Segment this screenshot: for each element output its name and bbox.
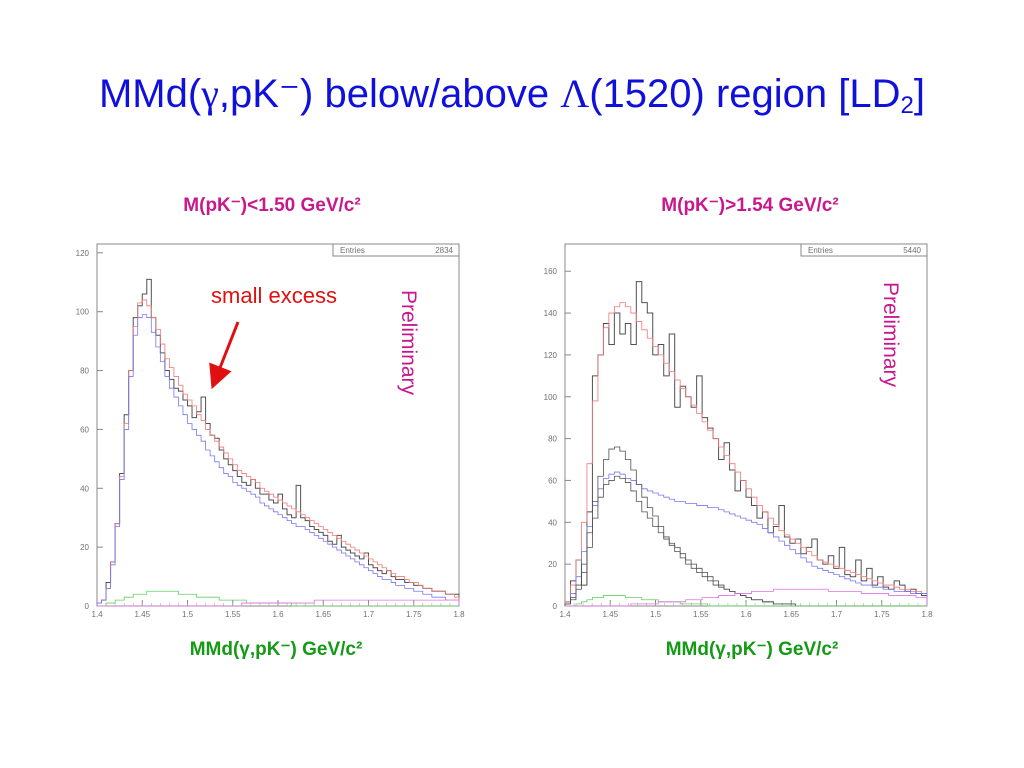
x-tick-label-2: 1.5	[182, 610, 194, 619]
x-tick-label-4: 1.6	[272, 610, 284, 619]
chart-right-stats-box	[800, 243, 928, 257]
slide-title-lambda: Λ	[560, 71, 590, 116]
chart-right: M(pK⁻)>1.54 GeV/c² 1.4 1.45 1.5 1.55 1.6 1.65…	[544, 195, 933, 660]
x-tick-label-8: 1.8	[453, 610, 465, 619]
x-tick-label-3: 1.55	[225, 610, 241, 619]
chart-right-axes: 1.4 1.45 1.5 1.55 1.6 1.65 1.7 1.75 1.8 0 20 40 60 80…	[544, 267, 933, 619]
x-tick-label-2: 1.5	[650, 610, 662, 619]
annotation-small-excess: small excess	[211, 283, 337, 308]
chart-left-watermark: Preliminary	[397, 290, 420, 396]
chart-left-xlabel: MMd(γ,pK⁻) GeV/c²	[190, 639, 363, 660]
series-model-2	[96, 314, 460, 606]
x-tick-label-5: 1.65	[783, 610, 799, 619]
x-tick-label-4: 1.6	[740, 610, 752, 619]
y-tick-label-5: 100	[76, 308, 90, 317]
y-tick-label-4: 80	[548, 435, 557, 444]
x-tick-label-5: 1.65	[315, 610, 331, 619]
x-tick-label-6: 1.7	[363, 610, 375, 619]
x-tick-label-0: 1.4	[559, 610, 571, 619]
series-model-1	[564, 302, 928, 606]
series-model-2	[564, 471, 928, 606]
y-tick-label-5: 100	[544, 393, 558, 402]
chart-left-stats-box	[332, 243, 460, 257]
slide-title-gamma: γ	[201, 71, 219, 116]
chart-right-series	[564, 281, 928, 607]
y-tick-label-3: 60	[548, 476, 557, 485]
x-tick-label-1: 1.45	[134, 610, 150, 619]
y-tick-label-3: 60	[80, 425, 89, 434]
annotation-arrow	[209, 321, 240, 390]
chart-right-watermark: Preliminary	[879, 282, 902, 388]
y-tick-label-6: 120	[76, 249, 90, 258]
slide-title: MMd(γ,pK⁻) below/above Λ(1520) region [L…	[0, 70, 1024, 120]
y-tick-label-7: 140	[544, 309, 558, 318]
y-tick-label-1: 20	[548, 560, 557, 569]
chart-left: M(pK⁻)<1.50 GeV/c² 1.4 1.45 1.5 1.55 1.6 1.65…	[76, 195, 465, 660]
slide-title-subscript: 2	[900, 92, 914, 119]
chart-right-frame	[564, 243, 928, 607]
y-tick-label-6: 120	[544, 351, 558, 360]
x-tick-label-8: 1.8	[921, 610, 933, 619]
chart-left-series	[96, 278, 460, 607]
y-tick-label-1: 20	[80, 543, 89, 552]
slide-title-mid: ,pK⁻) below/above	[218, 72, 561, 116]
chart-right-stats-label: Entries	[808, 246, 833, 255]
x-tick-label-1: 1.45	[602, 610, 618, 619]
series-background-5	[565, 595, 927, 607]
chart-left-title: M(pK⁻)<1.50 GeV/c²	[183, 195, 360, 216]
chart-left-stats-value: 2834	[435, 246, 453, 255]
x-tick-label-7: 1.75	[406, 610, 422, 619]
y-tick-label-0: 0	[553, 602, 558, 611]
x-tick-label-6: 1.7	[831, 610, 843, 619]
chart-left-stats-label: Entries	[340, 246, 365, 255]
chart-right-stats-value: 5440	[903, 246, 921, 255]
series-background-4	[97, 599, 460, 607]
chart-right-title: M(pK⁻)>1.54 GeV/c²	[661, 195, 838, 216]
y-tick-label-2: 40	[548, 518, 557, 527]
y-tick-label-8: 160	[544, 267, 558, 276]
x-tick-label-3: 1.55	[693, 610, 709, 619]
y-tick-label-2: 40	[80, 484, 89, 493]
series-background-3	[564, 446, 927, 607]
slide-title-suffix: (1520) region [LD	[589, 72, 901, 116]
slide-title-end: ]	[913, 72, 925, 116]
chart-right-xlabel: MMd(γ,pK⁻) GeV/c²	[666, 639, 839, 660]
slide-title-prefix: MMd(	[98, 72, 202, 116]
x-tick-label-0: 1.4	[91, 610, 103, 619]
series-model-1	[96, 299, 460, 606]
series-data-0	[564, 281, 928, 606]
y-tick-label-4: 80	[80, 367, 89, 376]
series-background-6	[565, 588, 928, 607]
y-tick-label-0: 0	[85, 602, 90, 611]
x-tick-label-7: 1.75	[874, 610, 890, 619]
